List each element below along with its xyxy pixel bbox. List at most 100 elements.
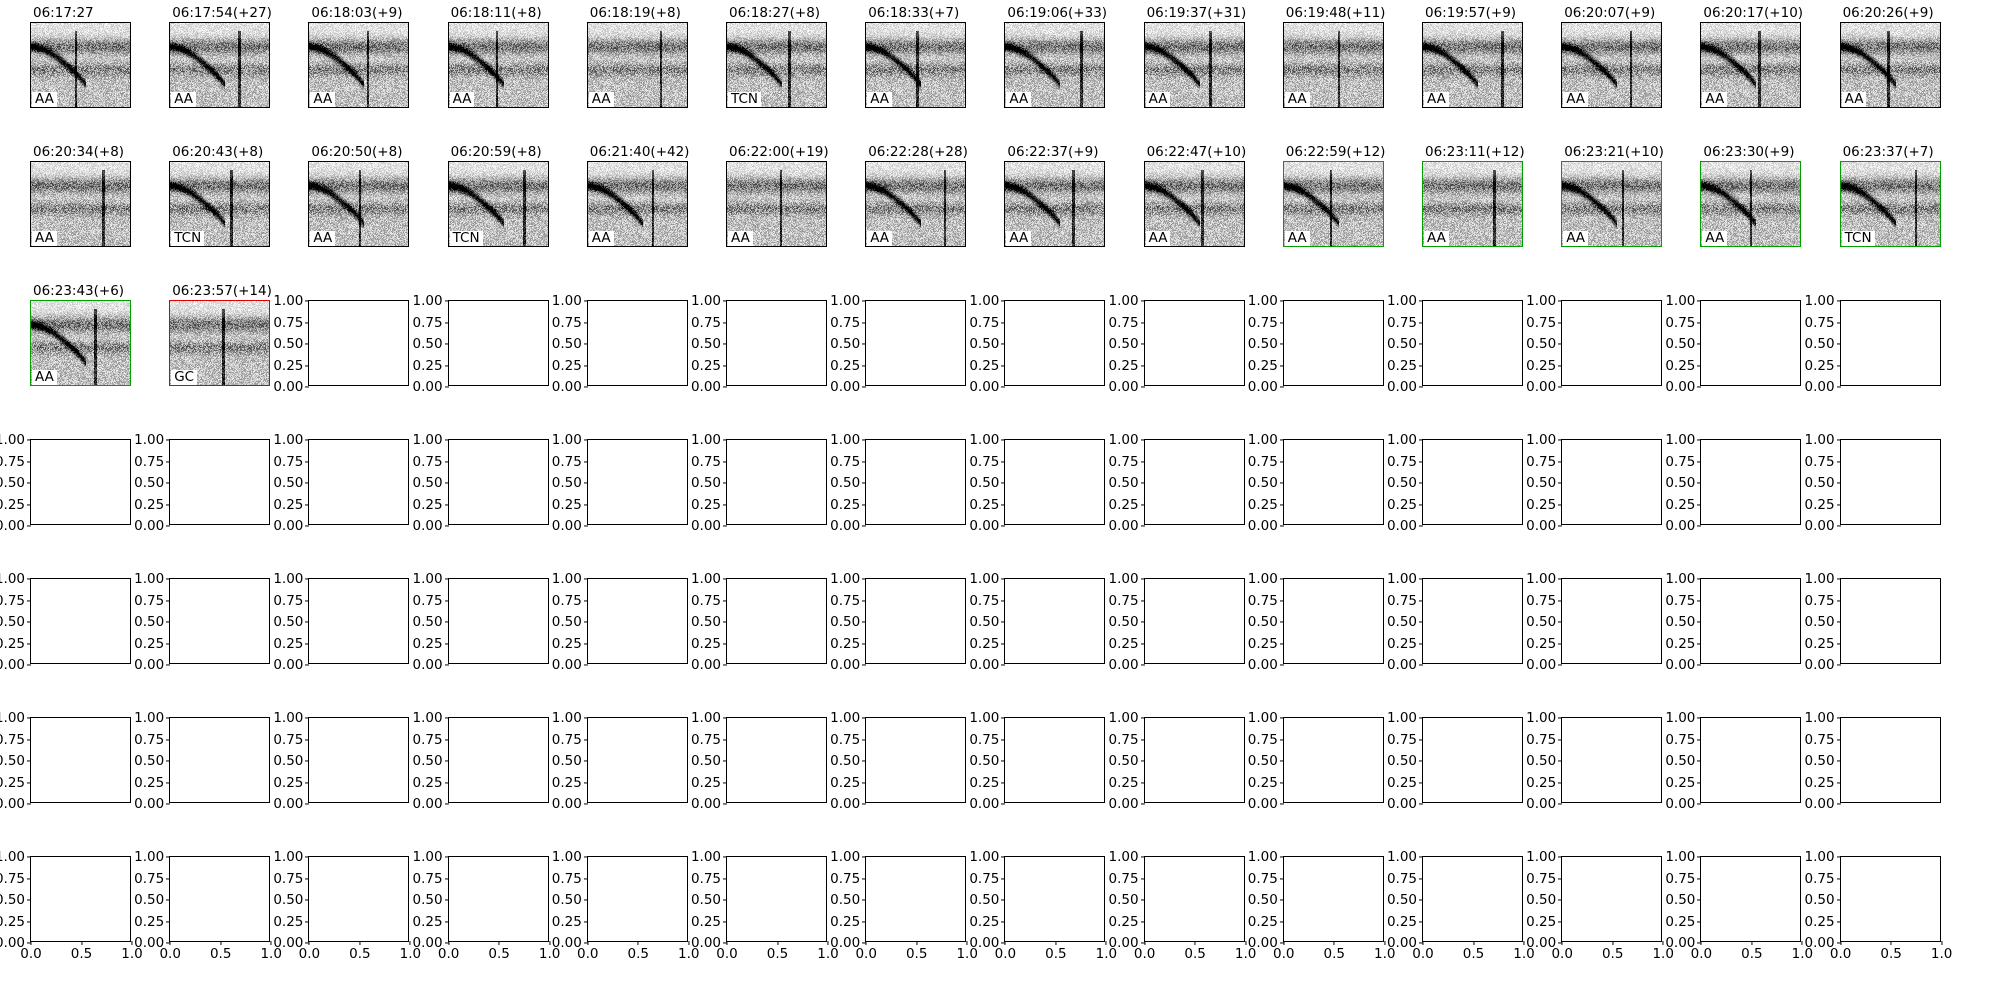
spectrogram-panel[interactable]: 06:23:37(+7) TCN: [1839, 144, 1941, 247]
y-tick-label: 0.25: [1665, 913, 1696, 930]
y-tick-mark: [723, 803, 727, 805]
y-tick-label: 0.25: [1386, 357, 1417, 374]
spectrogram-panel[interactable]: 06:18:27(+8) TCN: [726, 5, 827, 108]
y-tick-label: 0.25: [1247, 913, 1278, 930]
x-tick-label: 1.0: [1095, 946, 1118, 962]
y-tick-mark: [1419, 877, 1423, 880]
spectrogram-panel[interactable]: 06:20:26(+9) AA: [1839, 5, 1941, 108]
spectrogram-panel[interactable]: 06:21:40(+42) AA: [586, 144, 692, 247]
spectrogram-panel[interactable]: 06:22:00(+19) AA: [726, 144, 831, 247]
y-tick-mark: [1836, 664, 1841, 666]
spectrogram-panel[interactable]: 06:18:19(+8) AA: [586, 5, 688, 108]
spectrogram-panel[interactable]: 06:23:11(+12) AA: [1422, 144, 1527, 247]
empty-axes-panel: 0.00 0.25 0.50 0.75 1.00 0.0 0.5 1.0: [1665, 850, 1813, 961]
y-tick-label: 1.00: [969, 432, 1000, 448]
y-tick-mark: [1001, 578, 1006, 580]
y-tick-mark: [1140, 460, 1145, 463]
y-tick-label: 0.25: [273, 774, 304, 791]
spectrogram-panel[interactable]: 06:23:30(+9) AA: [1700, 144, 1802, 247]
x-tick-mark: [827, 941, 829, 945]
x-tick-mark: [1523, 941, 1525, 945]
y-tick-label: 0.50: [830, 753, 861, 769]
empty-axes-panel: 0.00 0.25 0.50 0.75 1.00: [413, 294, 549, 394]
empty-axes-panel: 0.00 0.25 0.50 0.75 1.00: [1248, 711, 1384, 811]
y-tick-mark: [1001, 599, 1006, 602]
y-tick-mark: [723, 856, 727, 858]
y-tick-mark: [862, 343, 867, 345]
y-tick-label: 0.50: [1665, 475, 1696, 491]
spectrogram-panel[interactable]: 06:20:59(+8) TCN: [447, 144, 549, 247]
spectrogram-class-label: AA: [171, 92, 197, 107]
y-tick-label: 0.00: [551, 935, 582, 951]
y-tick-mark: [1697, 300, 1702, 302]
spectrogram-panel[interactable]: 06:20:50(+8) AA: [308, 144, 410, 247]
spectrogram-panel[interactable]: 06:18:11(+8) AA: [447, 5, 549, 108]
y-tick-label: 0.75: [1386, 870, 1417, 887]
y-tick-mark: [1419, 942, 1423, 944]
spectrogram-panel[interactable]: 06:22:37(+9) AA: [1004, 144, 1106, 247]
spectrogram-timestamp-title: 06:20:43(+8): [171, 144, 266, 160]
empty-axes-panel: 0.00 0.25 0.50 0.75 1.00 0.0 0.5 1.0: [1387, 850, 1535, 961]
spectrogram-panel[interactable]: 06:20:17(+10) AA: [1700, 5, 1806, 108]
y-tick-label: 1.00: [1386, 293, 1417, 309]
y-tick-label: 0.00: [1665, 796, 1696, 812]
y-tick-label: 1.00: [412, 710, 443, 726]
spectrogram-panel[interactable]: 06:19:57(+9) AA: [1422, 5, 1523, 108]
spectrogram-panel[interactable]: 06:23:57(+14) GC: [169, 283, 274, 386]
spectrogram-panel[interactable]: 06:19:37(+31) AA: [1143, 5, 1249, 108]
y-tick-label: 0.50: [1526, 475, 1557, 491]
spectrogram-panel[interactable]: 06:19:48(+11) AA: [1282, 5, 1388, 108]
x-tick-mark: [865, 941, 867, 945]
y-tick-mark: [305, 364, 310, 367]
y-tick-mark: [1140, 343, 1145, 345]
y-tick-label: 0.75: [1526, 592, 1557, 609]
spectrogram-panel[interactable]: 06:23:21(+10) AA: [1561, 144, 1666, 247]
spectrogram-panel[interactable]: 06:22:28(+28) AA: [865, 144, 970, 247]
spectrogram-panel[interactable]: 06:17:27 AA: [30, 5, 131, 108]
y-tick-label: 1.00: [830, 293, 861, 309]
y-tick-mark: [1558, 856, 1563, 858]
spectrogram-panel[interactable]: 06:23:43(+6) AA: [30, 283, 131, 386]
y-tick-label: 0.50: [1386, 753, 1417, 769]
y-tick-mark: [583, 803, 588, 805]
y-tick-label: 0.50: [1665, 336, 1696, 352]
y-tick-label: 0.50: [273, 614, 304, 630]
empty-axes-panel: 0.00 0.25 0.50 0.75 1.00: [1109, 433, 1245, 533]
y-tick-mark: [1279, 364, 1284, 367]
y-tick-label: 1.00: [1804, 432, 1835, 448]
y-tick-label: 0.25: [273, 496, 304, 513]
spectrogram-panel[interactable]: 06:22:47(+10) AA: [1143, 144, 1249, 247]
y-tick-mark: [1279, 525, 1284, 527]
y-tick-mark: [305, 621, 310, 623]
y-tick-mark: [1140, 300, 1145, 302]
y-tick-label: 0.25: [690, 635, 721, 652]
spectrogram-class-label: AA: [1284, 92, 1310, 107]
x-tick-mark: [409, 941, 411, 945]
spectrogram-panel[interactable]: 06:20:43(+8) TCN: [169, 144, 271, 247]
spectrogram-class-label: AA: [1284, 231, 1310, 246]
y-tick-mark: [444, 781, 449, 784]
y-tick-label: 0.75: [273, 453, 304, 470]
spectrogram-panel[interactable]: 06:20:34(+8) AA: [30, 144, 131, 247]
spectrogram-panel[interactable]: 06:22:59(+12) AA: [1282, 144, 1388, 247]
spectrogram-panel[interactable]: 06:18:03(+9) AA: [308, 5, 410, 108]
spectrogram-timestamp-title: 06:20:26(+9): [1841, 5, 1936, 21]
spectrogram-panel[interactable]: 06:18:33(+7) AA: [865, 5, 967, 108]
y-tick-mark: [1140, 738, 1145, 741]
spectrogram-panel[interactable]: 06:19:06(+33) AA: [1004, 5, 1110, 108]
x-tick-label: 0.5: [1323, 946, 1346, 962]
y-tick-label: 0.00: [551, 796, 582, 812]
y-tick-label: 0.00: [690, 935, 721, 951]
y-tick-mark: [27, 717, 31, 719]
empty-axes-panel: 0.00 0.25 0.50 0.75 1.00: [1805, 711, 1941, 811]
y-tick-label: 0.25: [969, 496, 1000, 513]
spectrogram-panel[interactable]: 06:20:07(+9) AA: [1561, 5, 1663, 108]
spectrogram-panel[interactable]: 06:17:54(+27) AA: [169, 5, 274, 108]
y-tick-mark: [305, 877, 310, 880]
x-tick-mark: [1700, 941, 1702, 945]
y-tick-mark: [1140, 942, 1145, 944]
y-tick-label: 0.75: [412, 453, 443, 470]
y-tick-label: 0.50: [1804, 753, 1835, 769]
y-tick-mark: [723, 664, 727, 666]
y-tick-mark: [1836, 460, 1841, 463]
